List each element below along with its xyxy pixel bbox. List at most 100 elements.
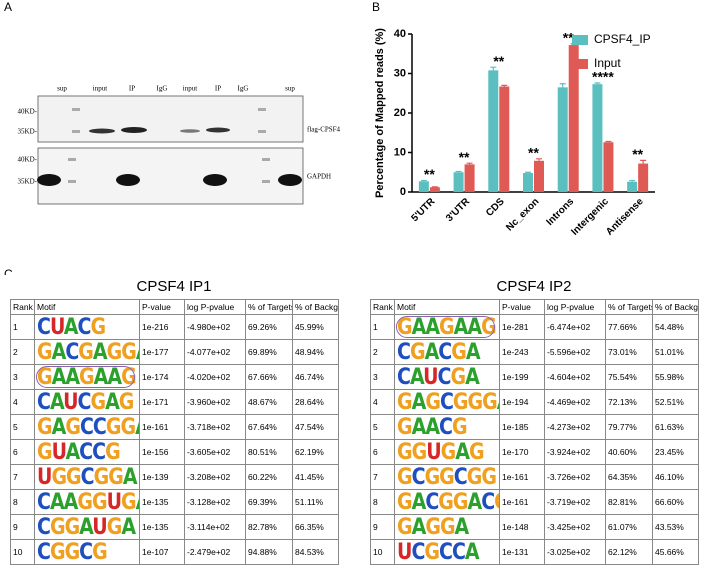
bar [638, 163, 649, 192]
table-cell: GAAGAAG [394, 314, 500, 340]
table-row: 10 UCGCCA 1e-131 -3.025e+02 62.12% 45.66% [370, 539, 699, 565]
motif-logo: GUACCG [37, 439, 121, 465]
table-cell: -4.020e+02 [184, 364, 246, 390]
bar [499, 86, 510, 192]
error-bar [501, 84, 508, 87]
table-cell: -3.718e+02 [184, 414, 246, 440]
table-cell: 72.13% [605, 389, 653, 415]
lane-label: input [93, 85, 107, 93]
table-cell: 55.98% [652, 364, 699, 390]
table-cell: -3.128e+02 [184, 489, 246, 515]
table-cell: 73.01% [605, 339, 653, 365]
table-cell: -4.469e+02 [544, 389, 606, 415]
motif-table: CPSF4 IP2 Rank Motif P-value log P-pvalue% o… [370, 278, 699, 565]
table-row: 1 CUACG 1e-216 -4.980e+02 69.26% 45.99% [10, 314, 339, 340]
table-cell: GAGCGGGA [394, 389, 500, 415]
significance: ** [563, 30, 574, 46]
table-row: 2 CGACGA 1e-243 -5.596e+02 73.01% 51.01% [370, 339, 699, 365]
table-cell: -3.114e+02 [184, 514, 246, 540]
bar [534, 160, 544, 192]
table-cell: 41.45% [292, 464, 339, 490]
motif-logo: GGUGAG [397, 439, 485, 465]
table-cell: Rank [370, 299, 395, 315]
table-cell: UGGCGGA [34, 464, 140, 490]
marker-label: 35KD- [18, 128, 38, 136]
lane-label: sup [285, 85, 295, 93]
motif-logo: CGGCG [37, 539, 108, 565]
table-title: CPSF4 IP1 [136, 278, 212, 295]
table-cell: 69.89% [245, 339, 293, 365]
table-cell: 3 [10, 364, 35, 390]
table-cell: -4.273e+02 [544, 414, 606, 440]
table-cell: -2.479e+02 [184, 539, 246, 565]
error-bar [490, 66, 497, 71]
x-tick-label: Nc_exon [504, 196, 541, 233]
table-cell: 6 [370, 439, 395, 465]
table-cell: 1e-243 [499, 339, 545, 365]
table-cell: 1e-161 [139, 414, 185, 440]
table: Rank Motif P-value log P-pvalue% of Targets… [10, 299, 339, 565]
table-cell: 69.39% [245, 489, 293, 515]
table-cell: 77.66% [605, 314, 653, 340]
table-cell: 4 [370, 389, 395, 415]
table-cell: 51.11% [292, 489, 339, 515]
table-row: Rank Motif P-value log P-pvalue% of Targets… [10, 299, 339, 315]
table-cell: 1e-135 [139, 514, 185, 540]
table-cell: 43.53% [652, 514, 699, 540]
table-cell: GAGCCGGA [34, 414, 140, 440]
table-row: 5 GAACG 1e-185 -4.273e+02 79.77% 61.63% [370, 414, 699, 440]
table-cell: 1 [10, 314, 35, 340]
motif-logo: UCGCCA [397, 539, 480, 565]
table-cell: 1e-131 [499, 539, 545, 565]
motif-logo: CGGAUGA [37, 514, 136, 540]
table-cell: 61.63% [652, 414, 699, 440]
motif-logo: GCGGCGG [397, 464, 497, 490]
table-cell: GUACCG [34, 439, 140, 465]
table-cell: 1 [370, 314, 395, 340]
table-cell: -4.604e+02 [544, 364, 606, 390]
motif-logo: GACGGACG [397, 489, 499, 515]
legend-label: Input [594, 56, 621, 70]
motif-logo: CAUCGA [397, 364, 480, 390]
table-cell: CAAGGUGA [34, 489, 140, 515]
highlight-ring [36, 366, 135, 388]
highlight-ring [396, 316, 495, 338]
table-row: 7 GCGGCGG 1e-161 -3.726e+02 64.35% 46.10% [370, 464, 699, 490]
table-cell: CUACG [34, 314, 140, 340]
table-cell: 94.88% [245, 539, 293, 565]
table-cell: -5.596e+02 [544, 339, 606, 365]
bar [464, 164, 475, 192]
table-cell: GAAGAAG [34, 364, 140, 390]
table-cell: 1e-156 [139, 439, 185, 465]
table-cell: 7 [370, 464, 395, 490]
table-row: 10 CGGCG 1e-107 -2.479e+02 94.88% 84.53% [10, 539, 339, 565]
table-row: 4 CAUCGAG 1e-171 -3.960e+02 48.67% 28.64% [10, 389, 339, 415]
blot-label: flag-CPSF4 [307, 126, 341, 134]
table-cell: -3.025e+02 [544, 539, 606, 565]
significance: ** [493, 53, 504, 69]
table-cell: 48.67% [245, 389, 293, 415]
motif-logo: GAGCCGGA [37, 414, 139, 440]
table-cell: 1e-199 [499, 364, 545, 390]
table-cell: % of Targets [605, 299, 653, 315]
table-cell: -3.924e+02 [544, 439, 606, 465]
table-cell: -3.719e+02 [544, 489, 606, 515]
bar [603, 142, 614, 192]
significance: ** [424, 166, 435, 182]
table-cell: 75.54% [605, 364, 653, 390]
motif-logo: CUACG [37, 314, 106, 340]
significance: ** [528, 145, 539, 161]
table-cell: 45.99% [292, 314, 339, 340]
blot-bands [37, 108, 302, 186]
table-cell: Motif [394, 299, 500, 315]
y-tick-label: 30 [394, 67, 406, 79]
blot-membrane [37, 95, 304, 143]
table-cell: GACGAGGA [34, 339, 140, 365]
table-cell: P-value [139, 299, 185, 315]
table-cell: 1e-107 [139, 539, 185, 565]
error-bar [605, 140, 612, 143]
table-cell: 48.94% [292, 339, 339, 365]
motif-table: CPSF4 IP1 Rank Motif P-value log P-pvalue% o… [10, 278, 339, 565]
